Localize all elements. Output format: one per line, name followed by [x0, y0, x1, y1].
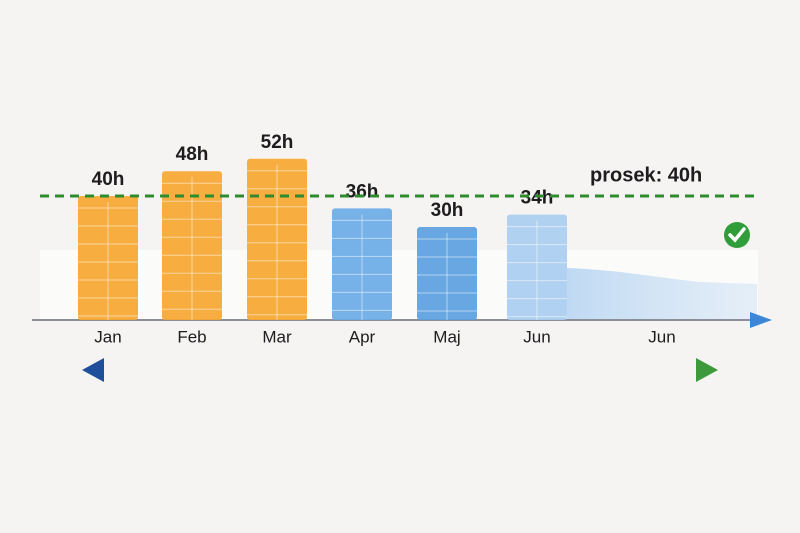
- x-tick-label: Mar: [262, 327, 292, 346]
- average-label: prosek: 40h: [590, 164, 702, 186]
- value-label: 40h: [92, 169, 125, 190]
- value-label: 52h: [261, 132, 294, 153]
- timeline-arrow-left: [82, 358, 104, 382]
- timeline-arrow-right: [696, 358, 718, 382]
- value-label: 34h: [521, 188, 554, 209]
- x-tick-label: Feb: [177, 327, 206, 346]
- value-label: 36h: [346, 181, 379, 202]
- value-label: 30h: [431, 200, 464, 221]
- check-mark: [728, 227, 746, 243]
- x-tick-label: Jun: [648, 327, 675, 346]
- trend-area: [567, 268, 757, 320]
- x-tick-label: Jan: [94, 327, 121, 346]
- x-tick-label: Jun: [523, 327, 550, 346]
- x-axis-arrow: [750, 312, 772, 328]
- value-label: 48h: [176, 144, 209, 165]
- x-tick-label: Maj: [433, 327, 460, 346]
- x-tick-label: Apr: [349, 327, 376, 346]
